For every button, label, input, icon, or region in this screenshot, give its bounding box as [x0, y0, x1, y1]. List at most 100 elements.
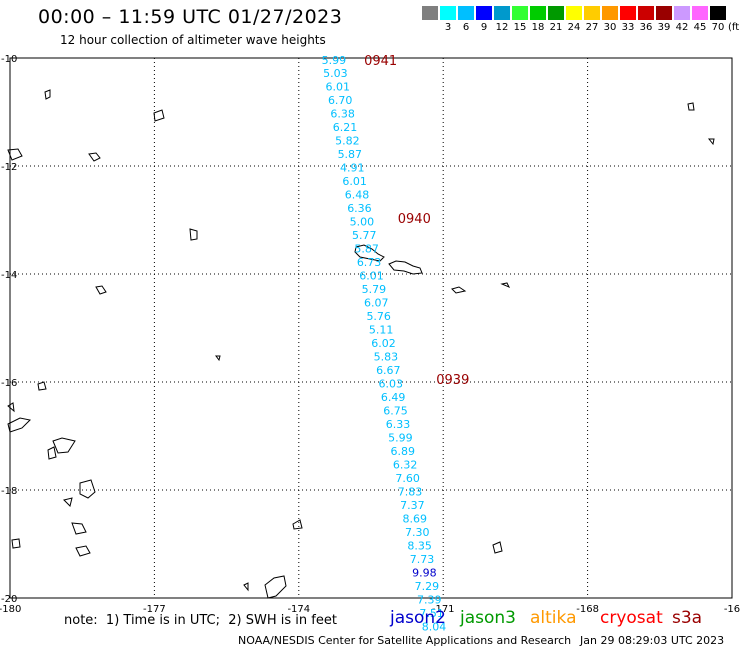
swh-label: 6.38 — [330, 108, 355, 121]
coastline-island — [707, 138, 715, 146]
coastline-island — [451, 286, 467, 294]
legend-level-label: 6 — [462, 22, 470, 33]
swh-label: 7.51 — [419, 607, 444, 620]
coastline-island — [243, 582, 249, 592]
y-tick-label: -20 — [1, 594, 17, 605]
footer-credit: NOAA/NESDIS Center for Satellite Applica… — [238, 634, 572, 647]
legend-swatch — [458, 6, 474, 20]
coastline-island — [75, 545, 91, 557]
legend-level-label: 70 — [711, 22, 725, 33]
coastline-island — [7, 402, 15, 413]
legend-level-label: 15 — [513, 22, 527, 33]
legend-swatch — [566, 6, 582, 20]
legend-level-label: 33 — [621, 22, 635, 33]
legend-level-label: 21 — [549, 22, 563, 33]
legend-level-label: 12 — [495, 22, 509, 33]
coastline-upolu — [354, 244, 385, 262]
legend-level-label: 42 — [675, 22, 689, 33]
footer-timestamp: Jan 29 08:29:03 UTC 2023 — [580, 634, 725, 647]
legend-level-label: 27 — [585, 22, 599, 33]
footer-note: note: 1) Time is in UTC; 2) SWH is in fe… — [64, 613, 337, 628]
swh-label: 6.89 — [391, 445, 416, 458]
coastline-island — [71, 522, 87, 535]
swh-label: 6.02 — [371, 337, 396, 350]
swh-label: 5.03 — [323, 67, 348, 80]
track-marks: 5.995.036.016.706.386.215.825.874.916.01… — [322, 54, 470, 633]
swh-label: 6.21 — [333, 121, 358, 134]
swh-label: 7.29 — [415, 580, 440, 593]
swh-label: 5.87 — [338, 148, 363, 161]
legend-swatch — [710, 6, 726, 20]
swh-label: 7.73 — [410, 553, 435, 566]
coastline-island — [63, 497, 73, 507]
swh-label: 7.30 — [405, 526, 430, 539]
x-tick-label: -174 — [287, 604, 310, 615]
satellite-jason2: jason2 — [390, 608, 446, 628]
legend-level-label: 9 — [480, 22, 488, 33]
map-title: 00:00 – 11:59 UTC 01/27/2023 — [38, 6, 343, 28]
coastline-island — [88, 152, 101, 162]
swh-label: 6.32 — [393, 459, 418, 472]
coastline-island — [500, 282, 511, 288]
legend-swatch — [476, 6, 492, 20]
swh-label: 6.03 — [378, 378, 403, 391]
y-tick-label: -16 — [1, 378, 17, 389]
time-label: 0941 — [364, 54, 397, 69]
swh-label: 6.36 — [347, 202, 372, 215]
swh-label: 5.99 — [322, 54, 347, 67]
coastline-island — [95, 285, 107, 295]
x-tick-label: -16 — [724, 604, 740, 615]
coastline-island — [215, 355, 221, 362]
time-label: 0940 — [398, 212, 431, 227]
satellite-altika: altika — [530, 608, 577, 628]
swh-label: 9.98 — [412, 567, 437, 580]
time-label: 0939 — [436, 373, 469, 388]
swh-label: 6.01 — [326, 81, 351, 94]
coastline-island — [189, 228, 198, 241]
coastline-island — [37, 381, 47, 391]
satellite-s3a: s3a — [672, 608, 703, 628]
coastline-island — [11, 538, 21, 549]
swh-label: 6.01 — [342, 175, 367, 188]
coastline-island — [47, 446, 57, 460]
swh-label: 4.91 — [340, 162, 365, 175]
coastline-island — [492, 541, 503, 554]
legend-swatch — [602, 6, 618, 20]
swh-label: 6.07 — [364, 297, 389, 310]
legend-level-label: 30 — [603, 22, 617, 33]
y-tick-label: -10 — [1, 54, 17, 65]
satellite-cryosat: cryosat — [600, 608, 663, 628]
swh-label: 5.99 — [388, 432, 413, 445]
legend-swatch — [692, 6, 708, 20]
y-tick-label: -12 — [1, 162, 17, 173]
swh-label: 8.69 — [403, 513, 428, 526]
y-tick-label: -14 — [1, 270, 17, 281]
coastline-island — [292, 519, 303, 530]
map-frame — [9, 57, 733, 599]
coastline-island — [687, 102, 695, 111]
swh-label: 5.76 — [366, 310, 391, 323]
coastline-island — [264, 575, 287, 599]
legend-swatch — [548, 6, 564, 20]
swh-label: 5.83 — [374, 351, 399, 364]
legend-swatch — [440, 6, 456, 20]
legend-swatch — [512, 6, 528, 20]
swh-label: 6.75 — [383, 405, 408, 418]
legend-level-label: 24 — [567, 22, 581, 33]
map-subtitle: 12 hour collection of altimeter wave hei… — [60, 33, 326, 47]
swh-label: 5.00 — [350, 216, 375, 229]
swh-label: 6.33 — [386, 418, 411, 431]
coastline-island — [7, 148, 23, 161]
x-tick-label: -177 — [143, 604, 166, 615]
x-tick-label: -180 — [0, 604, 21, 615]
swh-label: 5.11 — [369, 324, 394, 337]
x-tick-label: -171 — [432, 604, 455, 615]
swh-label: 7.39 — [417, 594, 442, 607]
legend-level-label: 18 — [531, 22, 545, 33]
legend-swatch — [530, 6, 546, 20]
legend-swatch — [620, 6, 636, 20]
coastlines — [7, 89, 715, 599]
swh-label: 7.37 — [400, 499, 425, 512]
x-tick-label: -168 — [576, 604, 599, 615]
swh-label: 6.49 — [381, 391, 406, 404]
